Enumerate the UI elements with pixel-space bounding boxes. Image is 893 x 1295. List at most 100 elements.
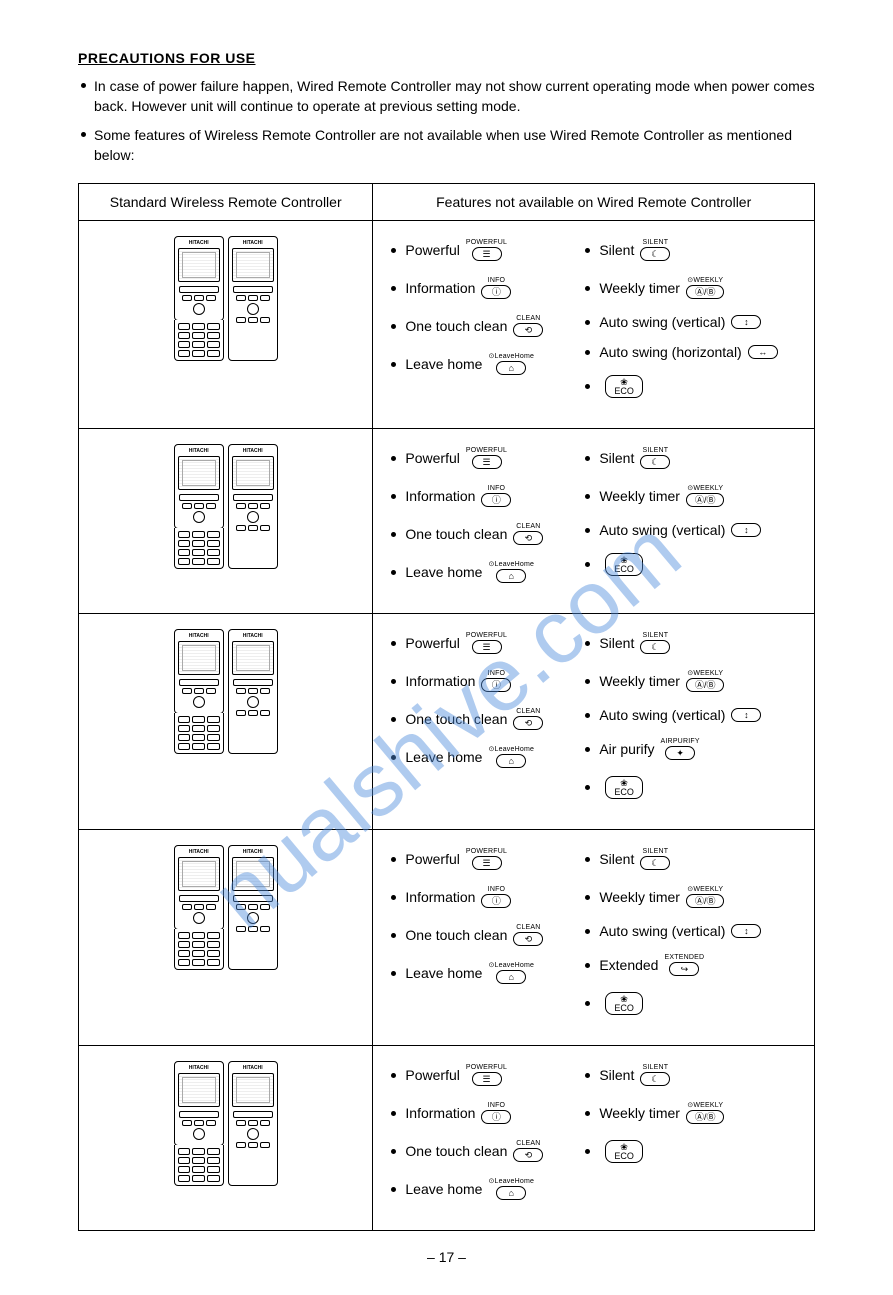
button-chip: CLEAN ⟲ [513, 315, 543, 337]
table-row: HITACHI HITACHI [79, 221, 815, 429]
bullet-icon [391, 570, 396, 575]
chip-label: AIRPURIFY [661, 738, 700, 745]
chip-label: CLEAN [516, 924, 540, 931]
bullet-icon [585, 350, 590, 355]
bullet-icon [391, 857, 396, 862]
chip-label: CLEAN [516, 523, 540, 530]
feature-label: Weekly timer [599, 1106, 680, 1120]
bullet-icon [585, 785, 590, 790]
bullet-icon [391, 641, 396, 646]
feature-item: Weekly timer ⊙WEEKLY Ⓐ/Ⓑ [585, 485, 804, 507]
chip-box: ☰ [472, 247, 502, 261]
chip-label: POWERFUL [466, 848, 507, 855]
feature-label: Powerful [405, 243, 459, 257]
chip-box: ⟲ [513, 932, 543, 946]
features-cell: Powerful POWERFUL ☰ Information INFO ⓘ O… [373, 830, 815, 1046]
features-col-left: Powerful POWERFUL ☰ Information INFO ⓘ O… [391, 626, 585, 815]
button-chip: AIRPURIFY ✦ [661, 738, 700, 760]
bullet-icon [585, 384, 590, 389]
feature-item: One touch clean CLEAN ⟲ [391, 315, 585, 337]
button-chip: INFO ⓘ [481, 670, 511, 692]
chip-label: POWERFUL [466, 1064, 507, 1071]
button-chip: CLEAN ⟲ [513, 1140, 543, 1162]
feature-label: Weekly timer [599, 489, 680, 503]
feature-label: Information [405, 890, 475, 904]
bullet-icon [391, 679, 396, 684]
button-chip: CLEAN ⟲ [513, 708, 543, 730]
chip-box: Ⓐ/Ⓑ [686, 285, 725, 299]
feature-label: Auto swing (vertical) [599, 708, 725, 722]
chip-label: INFO [488, 886, 506, 893]
features-cell: Powerful POWERFUL ☰ Information INFO ⓘ O… [373, 614, 815, 830]
feature-item: One touch clean CLEAN ⟲ [391, 924, 585, 946]
chip-label: INFO [488, 670, 506, 677]
bullet-icon [585, 963, 590, 968]
chip-box: ⓘ [481, 894, 511, 908]
chip-box: ⓘ [481, 493, 511, 507]
remote-cell: HITACHI HITACHI [79, 614, 373, 830]
remote-lcd [232, 857, 274, 891]
feature-item: Silent SILENT ☾ [585, 632, 804, 654]
remote-lower-panel [174, 1145, 224, 1186]
remote-closed: HITACHI [174, 629, 224, 714]
feature-item: Information INFO ⓘ [391, 1102, 585, 1124]
remote-lower-panel [174, 713, 224, 754]
button-chip: CLEAN ⟲ [513, 924, 543, 946]
chip-box: ⓘ [481, 1110, 511, 1124]
button-chip: INFO ⓘ [481, 485, 511, 507]
remote-cell: HITACHI HITACHI [79, 429, 373, 614]
chip-label: ⊙LeaveHome [488, 561, 534, 568]
button-chip: SILENT ☾ [640, 447, 670, 469]
features-col-left: Powerful POWERFUL ☰ Information INFO ⓘ O… [391, 1058, 585, 1216]
chip-label: POWERFUL [466, 632, 507, 639]
bullet-icon [391, 933, 396, 938]
feature-item: ❀ECO [585, 992, 804, 1015]
chip-box: ☰ [472, 640, 502, 654]
feature-label: Silent [599, 243, 634, 257]
feature-label: Auto swing (vertical) [599, 315, 725, 329]
button-chip: ⊙LeaveHome ⌂ [488, 746, 534, 768]
remote-open: HITACHI [228, 444, 278, 569]
chip-box: ☾ [640, 247, 670, 261]
bullet-icon [391, 1149, 396, 1154]
chip-box: ↔ [748, 345, 778, 359]
precautions-list: In case of power failure happen, Wired R… [78, 76, 815, 165]
chip-box: ⟲ [513, 1148, 543, 1162]
precaution-item: In case of power failure happen, Wired R… [78, 76, 815, 117]
chip-box: ❀ECO [605, 1140, 643, 1163]
feature-label: Silent [599, 636, 634, 650]
feature-item: ❀ECO [585, 553, 804, 576]
remote-lcd [178, 857, 220, 891]
bullet-icon [391, 971, 396, 976]
feature-label: Powerful [405, 636, 459, 650]
feature-item: One touch clean CLEAN ⟲ [391, 708, 585, 730]
feature-item: ❀ECO [585, 776, 804, 799]
remote-brand: HITACHI [243, 448, 263, 454]
precaution-item: Some features of Wireless Remote Control… [78, 125, 815, 166]
chip-label: ⊙LeaveHome [488, 962, 534, 969]
feature-item: Auto swing (horizontal) ↔ [585, 345, 804, 359]
button-chip: POWERFUL ☰ [466, 848, 507, 870]
feature-item: Information INFO ⓘ [391, 670, 585, 692]
remote-closed: HITACHI [174, 444, 224, 529]
remote-open: HITACHI [228, 236, 278, 361]
chip-box: ❀ECO [605, 992, 643, 1015]
button-chip: POWERFUL ☰ [466, 239, 507, 261]
features-cell: Powerful POWERFUL ☰ Information INFO ⓘ O… [373, 429, 815, 614]
feature-label: Auto swing (horizontal) [599, 345, 741, 359]
chip-label: POWERFUL [466, 239, 507, 246]
feature-label: Weekly timer [599, 890, 680, 904]
chip-label: INFO [488, 1102, 506, 1109]
chip-box: ☾ [640, 856, 670, 870]
button-chip: ↕ [731, 708, 761, 722]
feature-label: Information [405, 674, 475, 688]
remote-lcd [232, 641, 274, 675]
button-chip: ❀ECO [605, 1140, 643, 1163]
chip-box: Ⓐ/Ⓑ [686, 678, 725, 692]
button-chip: ❀ECO [605, 992, 643, 1015]
page-title: PRECAUTIONS FOR USE [78, 50, 815, 66]
remote-lcd [178, 1073, 220, 1107]
remote-open: HITACHI [228, 629, 278, 754]
feature-item: Extended EXTENDED ↪ [585, 954, 804, 976]
feature-item: Auto swing (vertical) ↕ [585, 708, 804, 722]
